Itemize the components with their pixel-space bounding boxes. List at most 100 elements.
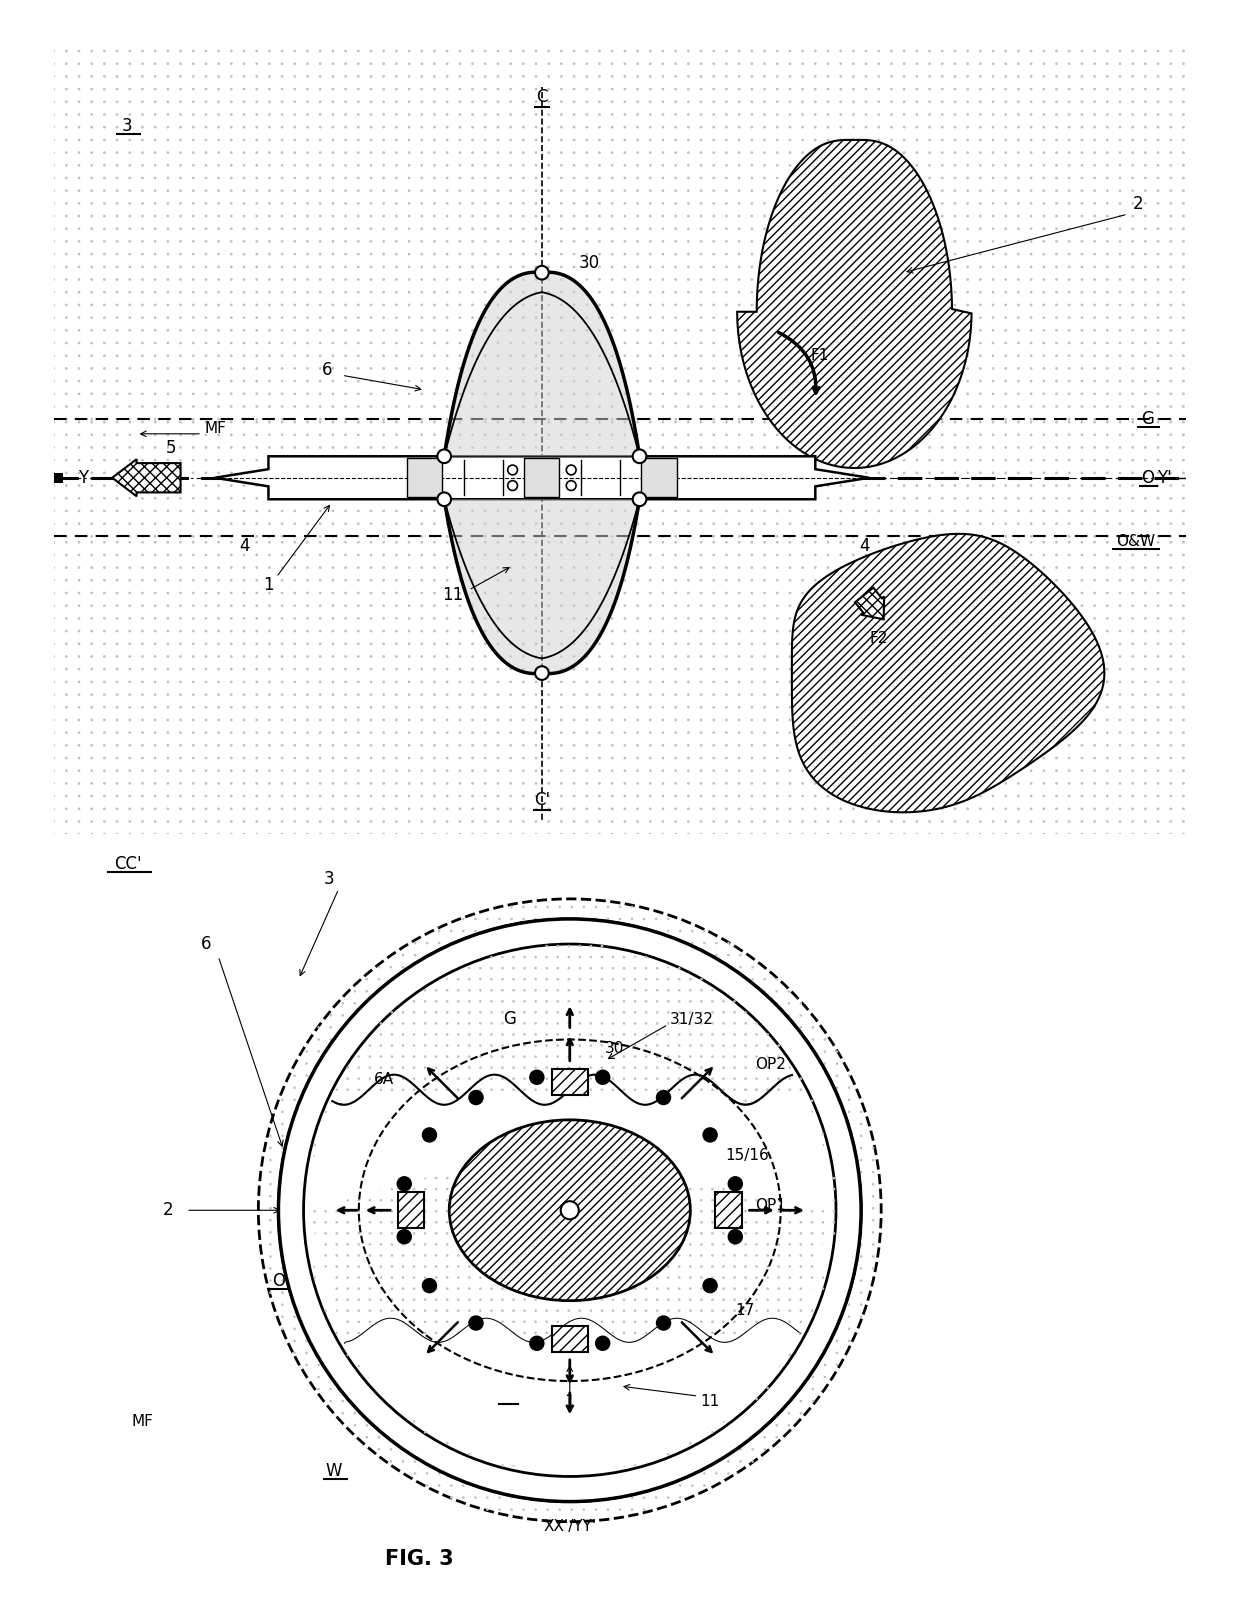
Circle shape xyxy=(512,1364,515,1367)
Circle shape xyxy=(789,202,791,205)
Circle shape xyxy=(357,458,360,462)
Circle shape xyxy=(634,978,636,981)
Circle shape xyxy=(567,465,577,474)
Circle shape xyxy=(1157,553,1159,556)
Circle shape xyxy=(878,393,880,396)
Circle shape xyxy=(1131,523,1135,526)
Circle shape xyxy=(459,176,461,180)
Circle shape xyxy=(703,1292,706,1294)
Circle shape xyxy=(78,845,81,848)
Circle shape xyxy=(467,1254,471,1257)
Circle shape xyxy=(1118,316,1121,319)
Circle shape xyxy=(459,471,461,474)
Circle shape xyxy=(546,1088,548,1092)
Circle shape xyxy=(570,1460,573,1462)
Circle shape xyxy=(192,189,195,192)
Circle shape xyxy=(523,1265,526,1268)
Circle shape xyxy=(703,1111,706,1112)
Circle shape xyxy=(229,592,233,595)
Circle shape xyxy=(1068,215,1070,218)
Circle shape xyxy=(78,795,81,797)
Circle shape xyxy=(595,1460,598,1462)
Circle shape xyxy=(192,88,195,90)
Circle shape xyxy=(839,782,842,785)
Circle shape xyxy=(992,176,994,180)
Circle shape xyxy=(306,151,309,154)
Circle shape xyxy=(459,566,461,569)
Circle shape xyxy=(600,989,603,992)
Circle shape xyxy=(1080,808,1084,810)
Circle shape xyxy=(498,1364,501,1366)
Circle shape xyxy=(1118,164,1121,167)
Circle shape xyxy=(357,1143,360,1146)
Circle shape xyxy=(789,253,791,255)
Circle shape xyxy=(425,1340,429,1342)
Circle shape xyxy=(600,1034,603,1036)
Circle shape xyxy=(667,1015,670,1016)
Circle shape xyxy=(822,1242,825,1246)
Circle shape xyxy=(402,1011,404,1013)
Circle shape xyxy=(370,821,372,822)
Circle shape xyxy=(205,834,207,835)
Circle shape xyxy=(501,1310,503,1311)
Circle shape xyxy=(433,88,435,90)
Circle shape xyxy=(522,1122,525,1125)
Circle shape xyxy=(954,566,956,569)
Circle shape xyxy=(699,63,702,66)
Circle shape xyxy=(141,497,144,500)
Circle shape xyxy=(474,1218,476,1221)
Circle shape xyxy=(776,566,779,569)
Circle shape xyxy=(534,1063,537,1064)
Circle shape xyxy=(764,1063,766,1064)
Circle shape xyxy=(1017,497,1019,500)
Circle shape xyxy=(827,510,830,513)
Circle shape xyxy=(293,1146,296,1149)
Circle shape xyxy=(763,418,766,420)
Circle shape xyxy=(751,991,754,992)
Circle shape xyxy=(490,1055,492,1058)
Circle shape xyxy=(750,656,753,657)
Circle shape xyxy=(180,50,182,53)
Circle shape xyxy=(103,510,105,513)
Circle shape xyxy=(357,692,360,696)
Circle shape xyxy=(1080,540,1084,543)
Circle shape xyxy=(1029,418,1033,420)
Circle shape xyxy=(192,535,195,537)
Circle shape xyxy=(474,1015,476,1016)
Circle shape xyxy=(52,418,55,420)
Circle shape xyxy=(458,1420,460,1422)
Circle shape xyxy=(600,955,603,959)
Circle shape xyxy=(725,744,728,747)
Circle shape xyxy=(467,989,471,992)
Circle shape xyxy=(490,1287,492,1290)
Circle shape xyxy=(510,1460,513,1462)
Circle shape xyxy=(680,1194,682,1197)
Circle shape xyxy=(420,215,423,218)
Circle shape xyxy=(496,630,500,633)
Circle shape xyxy=(1106,189,1109,192)
Circle shape xyxy=(486,1436,489,1438)
Circle shape xyxy=(471,858,474,861)
Circle shape xyxy=(864,769,868,773)
Circle shape xyxy=(733,1154,735,1157)
Circle shape xyxy=(450,1063,453,1064)
Circle shape xyxy=(91,418,93,420)
Circle shape xyxy=(166,643,169,644)
Circle shape xyxy=(558,1207,560,1210)
Circle shape xyxy=(678,1353,681,1356)
Circle shape xyxy=(522,917,525,920)
Circle shape xyxy=(391,1242,393,1246)
Circle shape xyxy=(498,1231,501,1234)
Circle shape xyxy=(606,1327,609,1330)
Circle shape xyxy=(622,1332,625,1334)
Circle shape xyxy=(458,1343,460,1345)
Circle shape xyxy=(154,367,156,370)
Circle shape xyxy=(486,1111,489,1112)
Circle shape xyxy=(1157,354,1159,357)
Circle shape xyxy=(678,1199,681,1202)
Circle shape xyxy=(903,433,905,436)
Circle shape xyxy=(573,50,575,53)
Circle shape xyxy=(611,63,614,66)
Circle shape xyxy=(941,834,944,835)
Circle shape xyxy=(424,1265,427,1268)
